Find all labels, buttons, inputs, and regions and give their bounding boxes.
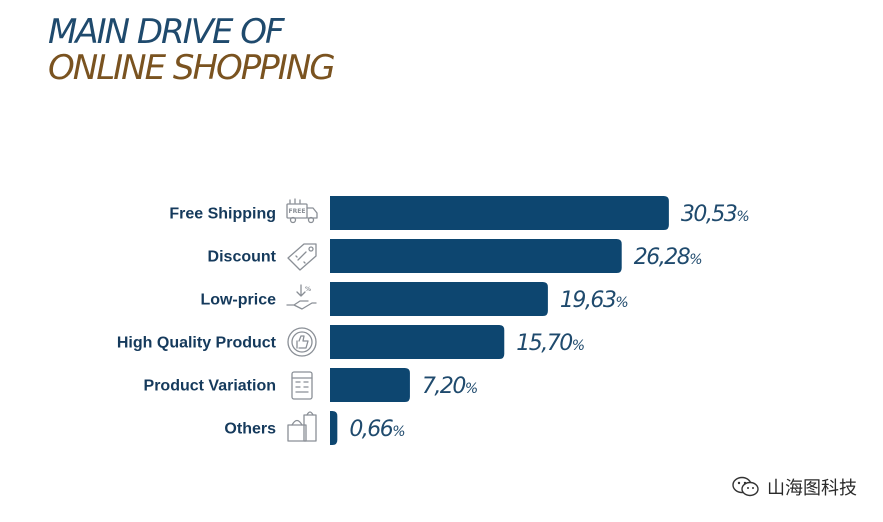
free-shipping-truck-icon: FREE (286, 198, 318, 224)
watermark: 山海图科技 (731, 474, 857, 500)
value-label: 0,66% (349, 417, 405, 442)
chart-title-line2: ONLINE SHOPPING (48, 48, 336, 88)
value-label: 19,63% (560, 288, 629, 313)
wechat-icon (732, 476, 759, 497)
bar-others (330, 411, 338, 445)
category-label: Others (224, 421, 276, 438)
discount-tag-icon (287, 243, 317, 271)
value-label: 15,70% (516, 331, 585, 356)
value-number: 26,28 (634, 245, 691, 270)
value-number: 30,53 (681, 202, 737, 227)
shopping-bags-icon (287, 411, 317, 442)
category-label: Low-price (200, 292, 276, 309)
value-label: 26,28% (634, 245, 703, 270)
category-label: Product Variation (144, 378, 276, 395)
value-label: 7,20% (422, 374, 478, 399)
value-number: 15,70 (516, 331, 572, 356)
category-label: High Quality Product (117, 335, 277, 352)
value-unit: % (465, 381, 478, 397)
bar-discount (330, 239, 622, 273)
store-variation-icon (291, 371, 313, 400)
value-number: 19,63 (560, 288, 616, 313)
svg-text:FREE: FREE (289, 208, 306, 215)
value-unit: % (392, 424, 405, 440)
value-unit: % (615, 295, 628, 311)
value-unit: % (689, 252, 702, 268)
svg-text:%: % (305, 286, 311, 293)
chart-title: MAIN DRIVE OF ONLINE SHOPPING (48, 12, 336, 88)
bar-high-quality-product (330, 325, 505, 359)
value-number: 7,20 (422, 374, 465, 399)
thumbs-up-quality-icon (287, 327, 317, 357)
low-price-hand-icon: % (286, 284, 317, 310)
watermark-text: 山海图科技 (767, 478, 857, 499)
value-number: 0,66 (349, 417, 393, 442)
bar-low-price (330, 282, 548, 316)
chart-title-line1: MAIN DRIVE OF (48, 12, 285, 52)
value-label: 30,53% (681, 202, 750, 227)
value-unit: % (736, 209, 749, 225)
bar-product-variation (330, 368, 410, 402)
category-label: Discount (208, 249, 277, 266)
category-label: Free Shipping (169, 206, 276, 223)
bar-free-shipping (330, 196, 669, 230)
value-unit: % (572, 338, 585, 354)
